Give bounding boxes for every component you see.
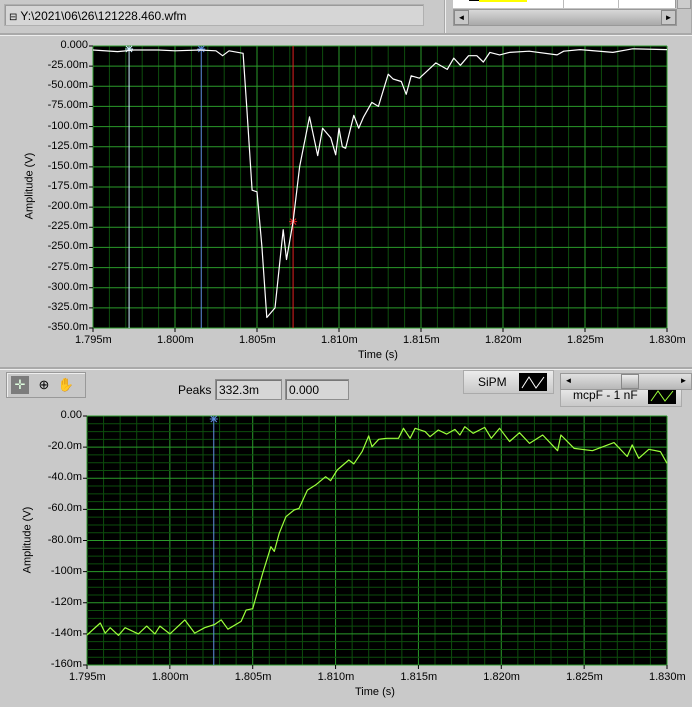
x-tick-label: 1.800m <box>151 671 189 683</box>
table-column-divider <box>563 0 564 8</box>
y-tick-label: -20.0m <box>47 440 82 453</box>
file-path-value: Y:\2021\06\26\121228.460.wfm <box>20 9 187 23</box>
file-path-field[interactable]: ⊟ Y:\2021\06\26\121228.460.wfm <box>4 4 424 26</box>
x-tick-label: 1.805m <box>234 671 272 683</box>
y-tick-label: -140m <box>50 626 82 639</box>
mcpf-waveform-graph: 0.00 -20.0m -40.0m -60.0m -80.0m -100m -120m -1… <box>0 406 692 707</box>
legend-label-sipm: SiPM <box>478 375 507 389</box>
divider <box>0 33 692 36</box>
scroll-left-button[interactable]: ◄ <box>454 10 469 25</box>
pan-hand-icon[interactable]: ✋ <box>57 377 75 392</box>
x-tick-label: 1.830m <box>649 671 686 683</box>
graph-tool-palette: ✛ ⊕ ✋ <box>6 372 86 398</box>
legend-scrollbar[interactable]: ◄ ► <box>560 373 692 390</box>
peaks-value-field-2[interactable]: 0.000 <box>285 379 349 400</box>
x-tick-label: 1.795m <box>75 334 112 346</box>
x-tick-label: 1.815m <box>403 334 440 346</box>
table-horizontal-scrollbar[interactable]: ◄ ► <box>453 9 677 26</box>
cursor-marker-icon <box>209 415 218 423</box>
x-tick-label: 1.830m <box>649 334 686 346</box>
x-tick-label: 1.810m <box>321 334 358 346</box>
y-tick-label: -225.0m <box>47 220 88 233</box>
sipm-waveform-graph: 0.000 -25.00m -50.00m -75.00m -100.0m -125.0m… <box>0 36 692 368</box>
y-tick-label: -25.00m <box>47 59 88 72</box>
y-tick-label: -80.0m <box>47 533 82 546</box>
y-tick-label: -250.0m <box>47 240 88 253</box>
legend-scroll-thumb[interactable] <box>621 374 639 389</box>
cursor-move-icon[interactable]: ✛ <box>11 376 29 394</box>
divider <box>0 367 692 370</box>
series-line <box>92 48 668 319</box>
scroll-left-button[interactable]: ◄ <box>564 376 573 385</box>
table-cell-highlight <box>479 0 527 2</box>
y-tick-label: -160m <box>50 658 82 670</box>
x-tick-label: 1.795m <box>69 671 106 683</box>
plot-svg <box>89 45 668 332</box>
legend-label-mcpf: mcpF - 1 nF <box>573 388 638 402</box>
scroll-right-button[interactable]: ► <box>679 376 688 385</box>
y-tick-label: -100.0m <box>47 119 88 132</box>
peaks-label: Peaks <box>178 383 212 397</box>
y-tick-label: -100m <box>50 564 82 577</box>
table-cells[interactable] <box>453 0 676 8</box>
y-tick-label: -300.0m <box>47 280 88 293</box>
x-axis-title: Time (s) <box>355 686 395 698</box>
table-vertical-scrollbar[interactable] <box>677 0 691 9</box>
y-tick-label: -40.0m <box>47 471 82 484</box>
cursor-marker-icon <box>197 45 206 53</box>
plot-svg <box>83 415 668 669</box>
peaks-value-field-1[interactable]: 332.3m <box>215 379 282 400</box>
y-tick-label: -120m <box>50 595 82 608</box>
x-tick-label: 1.805m <box>239 334 276 346</box>
y-tick-label: -275.0m <box>47 260 88 273</box>
x-tick-label: 1.820m <box>483 671 520 683</box>
y-axis-title: Amplitude (V) <box>21 506 34 573</box>
x-tick-label: 1.810m <box>317 671 355 683</box>
y-axis-title: Amplitude (V) <box>23 152 36 220</box>
x-tick-label: 1.820m <box>485 334 522 346</box>
x-tick-label: 1.800m <box>157 334 194 346</box>
legend-line-swatch-icon <box>519 373 547 391</box>
y-tick-label: -60.0m <box>47 502 82 515</box>
y-tick-label: 0.000 <box>60 39 88 51</box>
x-tick-label: 1.815m <box>400 671 438 683</box>
y-tick-label: -75.00m <box>47 99 88 112</box>
y-tick-label: -150.0m <box>47 159 88 172</box>
y-tick-label: -325.0m <box>47 300 88 313</box>
y-tick-label: 0.00 <box>60 409 82 421</box>
plot-legend-sipm[interactable]: SiPM <box>463 370 554 394</box>
y-tick-label: -200.0m <box>47 200 88 213</box>
series-line <box>86 426 668 636</box>
table-column-divider <box>618 0 619 8</box>
zoom-icon[interactable]: ⊕ <box>38 377 50 392</box>
scroll-right-button[interactable]: ► <box>661 10 676 25</box>
legend-line-swatch-icon <box>648 388 676 404</box>
path-icon: ⊟ <box>9 12 18 23</box>
y-tick-label: -125.0m <box>47 139 88 152</box>
plot-legend-mcpf[interactable]: mcpF - 1 nF <box>560 386 682 407</box>
table-cell-dark <box>469 0 479 1</box>
y-tick-label: -350.0m <box>47 321 88 333</box>
y-tick-label: -175.0m <box>47 180 88 192</box>
x-tick-label: 1.825m <box>567 334 604 346</box>
y-tick-label: -50.00m <box>47 79 88 92</box>
x-axis-title: Time (s) <box>358 349 398 361</box>
data-table: ◄ ► <box>444 0 692 34</box>
x-tick-label: 1.825m <box>566 671 603 683</box>
